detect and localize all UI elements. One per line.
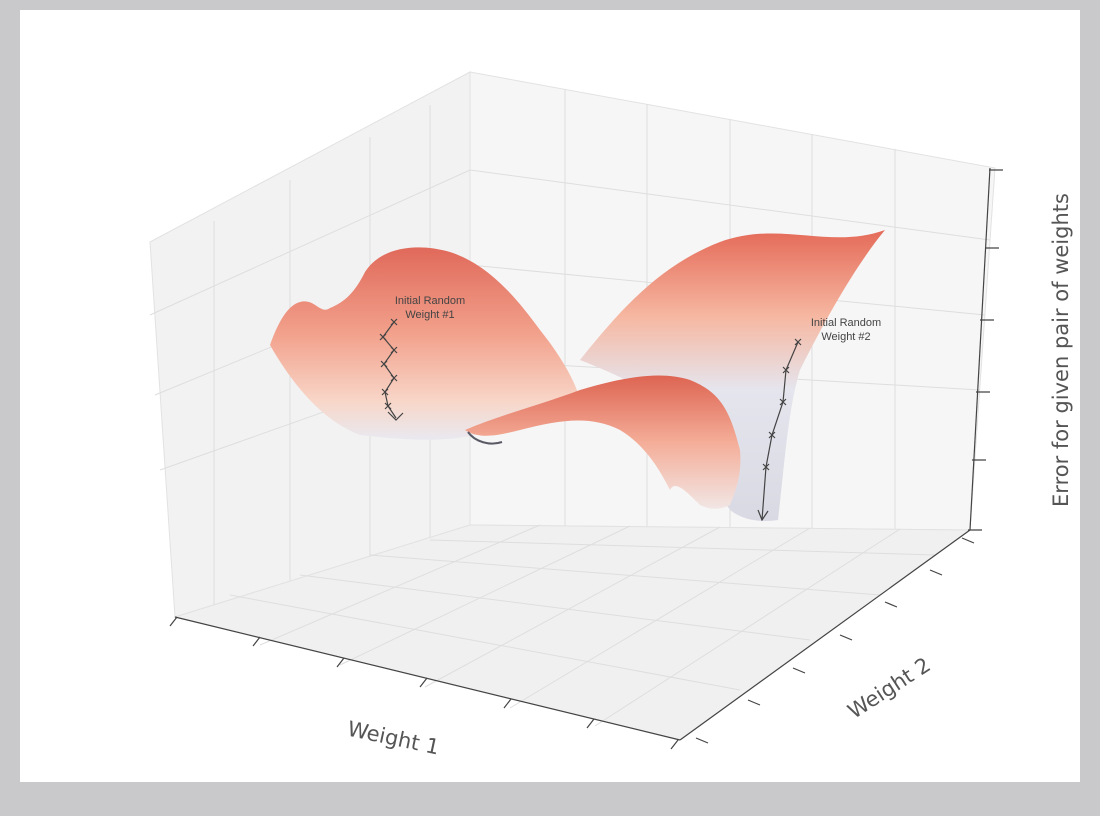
annotation-weight1-line2: Weight #1 xyxy=(405,309,454,321)
y-axis xyxy=(679,529,975,744)
z-axis xyxy=(968,167,1003,531)
surface-left-hill xyxy=(270,247,580,440)
x-axis xyxy=(169,616,681,750)
annotation-weight2-line1: Initial Random xyxy=(811,317,881,329)
annotation-weight2-line2: Weight #2 xyxy=(821,331,870,343)
figure-canvas: Initial Random Weight #1 Initial Random … xyxy=(20,10,1080,782)
error-surface xyxy=(270,230,885,521)
surface-middle-ridge xyxy=(465,375,741,509)
x-axis-label: Weight 1 xyxy=(345,717,441,760)
z-axis-label: Error for given pair of weights xyxy=(1049,193,1073,507)
path-2-markers xyxy=(762,338,802,471)
surface-plot: Initial Random Weight #1 Initial Random … xyxy=(149,71,1073,760)
descent-path-1 xyxy=(379,318,404,421)
annotation-weight1-line1: Initial Random xyxy=(395,295,465,307)
surface-dark-trough xyxy=(467,431,503,445)
surface-right-lobe xyxy=(580,230,885,521)
y-axis-label: Weight 2 xyxy=(844,653,935,724)
path-1-markers xyxy=(379,318,398,410)
descent-path-2 xyxy=(757,338,802,522)
